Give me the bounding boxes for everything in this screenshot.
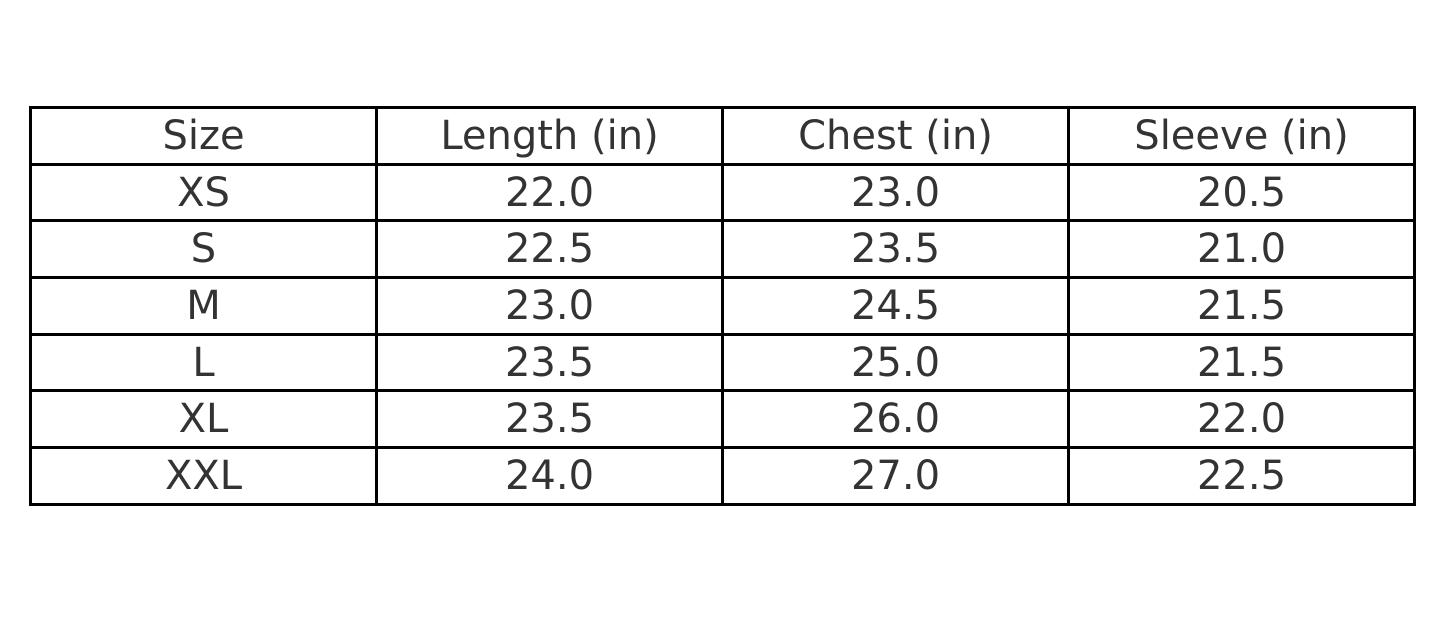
table-cell: M (29, 276, 378, 336)
table-cell: 24.0 (375, 446, 724, 506)
table-cell: 23.0 (375, 276, 724, 336)
table-cell: 23.5 (375, 389, 724, 450)
header-cell: Length (in) (375, 106, 724, 166)
table-cell: S (29, 219, 378, 280)
table-row: M 23.0 24.5 21.5 (29, 276, 1416, 336)
table-cell: XXL (29, 446, 378, 506)
table-cell: 22.5 (375, 219, 724, 280)
header-cell: Size (29, 106, 378, 166)
table-cell: 25.0 (721, 332, 1070, 393)
table-cell: 21.0 (1067, 219, 1416, 280)
header-cell: Sleeve (in) (1067, 106, 1416, 166)
header-cell: Chest (in) (721, 106, 1070, 166)
table-row: S 22.5 23.5 21.0 (29, 219, 1416, 280)
table-cell: XL (29, 389, 378, 450)
table-cell: 23.0 (721, 162, 1070, 223)
table-cell: 24.5 (721, 276, 1070, 336)
table-row: XL 23.5 26.0 22.0 (29, 389, 1416, 450)
table-cell: 22.0 (375, 162, 724, 223)
table-row: XXL 24.0 27.0 22.5 (29, 446, 1416, 506)
table-cell: 23.5 (375, 332, 724, 393)
table-cell: 26.0 (721, 389, 1070, 450)
table-cell: 23.5 (721, 219, 1070, 280)
table-cell: 22.5 (1067, 446, 1416, 506)
size-chart-table: Size Length (in) Chest (in) Sleeve (in) … (29, 106, 1416, 506)
table-cell: XS (29, 162, 378, 223)
header-row: Size Length (in) Chest (in) Sleeve (in) (29, 106, 1416, 166)
table-row: L 23.5 25.0 21.5 (29, 332, 1416, 393)
table-cell: 22.0 (1067, 389, 1416, 450)
table-cell: 27.0 (721, 446, 1070, 506)
table-cell: L (29, 332, 378, 393)
table-cell: 20.5 (1067, 162, 1416, 223)
table-row: XS 22.0 23.0 20.5 (29, 162, 1416, 223)
table-cell: 21.5 (1067, 276, 1416, 336)
table-cell: 21.5 (1067, 332, 1416, 393)
